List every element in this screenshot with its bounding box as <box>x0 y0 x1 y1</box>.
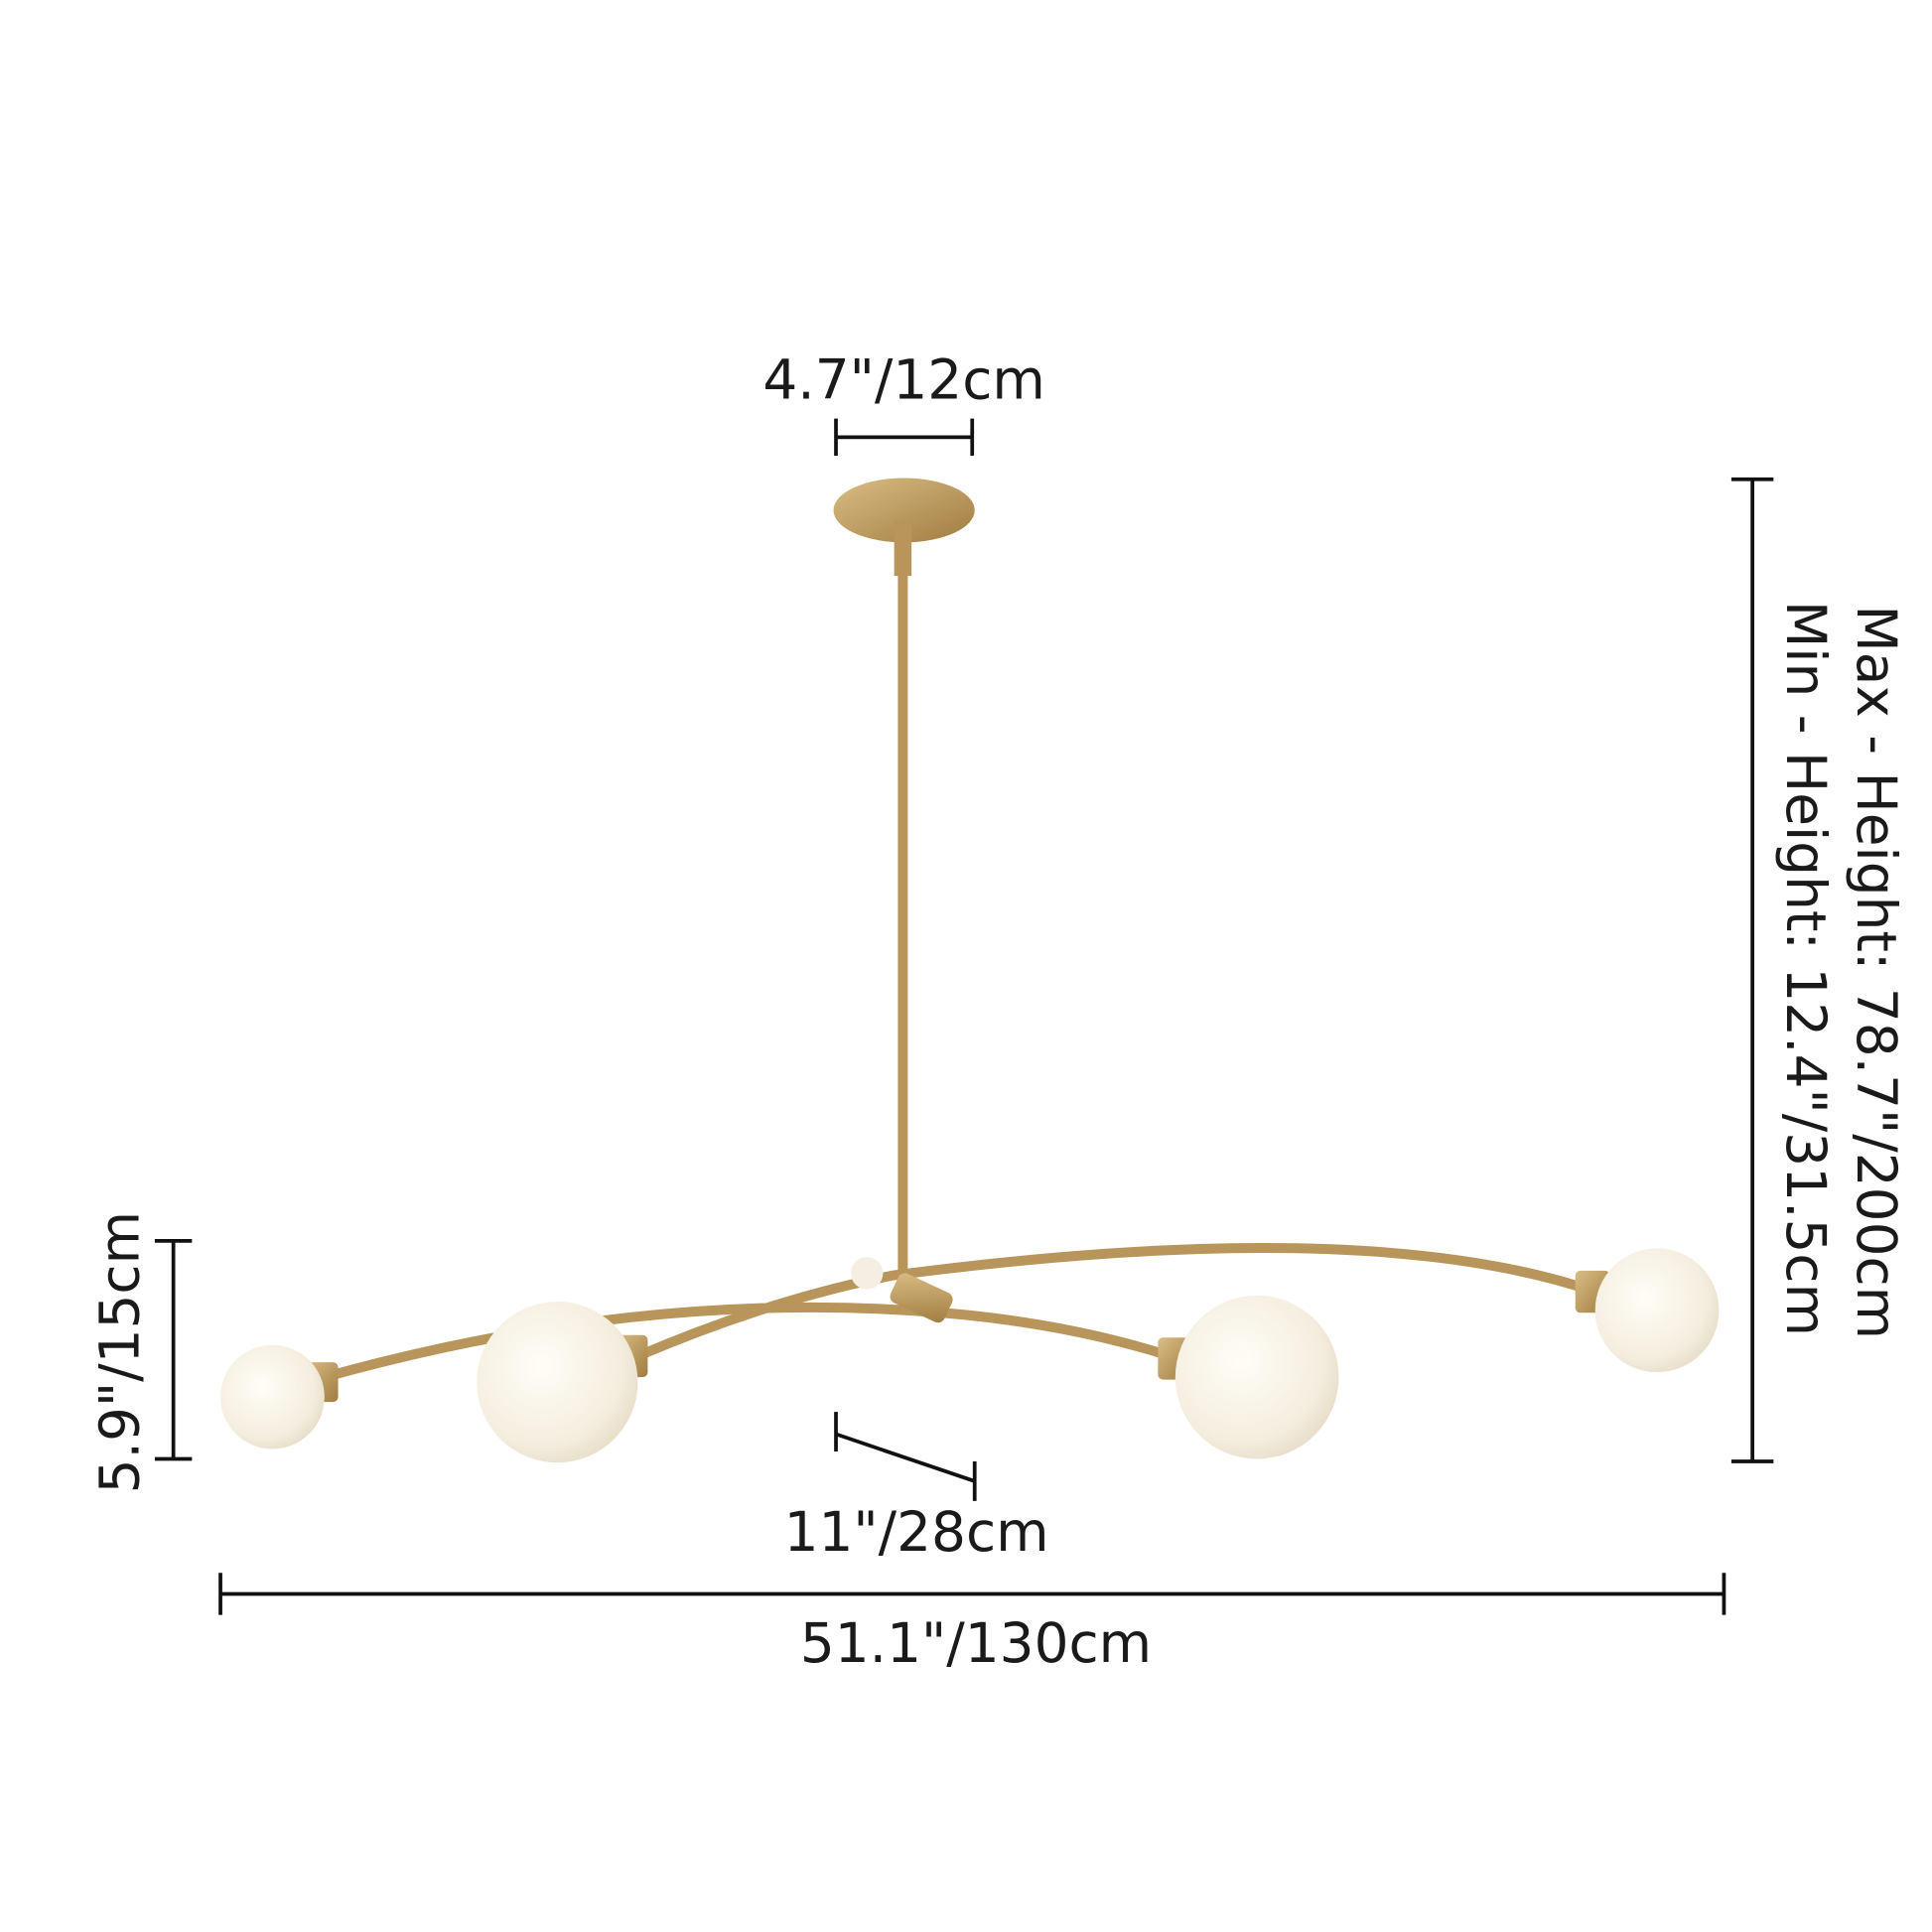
arm-spacing-label: 11"/28cm <box>784 1500 1049 1564</box>
chandelier <box>220 478 1720 1463</box>
overall-width-dimension: 51.1"/130cm <box>218 1573 1726 1675</box>
canopy-width-label: 4.7"/12cm <box>762 348 1044 412</box>
arm-lower <box>319 1302 1175 1383</box>
canopy-width-dimension: 4.7"/12cm <box>762 348 1045 457</box>
globe-height-label: 5.9"/15cm <box>88 1211 152 1493</box>
globe <box>477 1302 638 1463</box>
arm-upper <box>632 1243 1596 1361</box>
hub-cap <box>850 1257 884 1290</box>
max-height-label: Max - Height: 78.7"/200cm <box>1845 605 1908 1339</box>
min-height-label: Min - Height: 12.4"/31.5cm <box>1774 601 1838 1336</box>
globe <box>1174 1295 1339 1459</box>
arm-spacing-dimension: 11"/28cm <box>784 1412 1049 1564</box>
globe <box>1594 1248 1720 1373</box>
hub <box>890 1273 953 1323</box>
canopy-stem <box>894 519 912 577</box>
height-dimension: Max - Height: 78.7"/200cm Min - Height: … <box>1730 477 1908 1463</box>
globe <box>220 1344 325 1449</box>
globe-height-dimension: 5.9"/15cm <box>88 1211 193 1493</box>
canopy <box>833 478 975 543</box>
overall-width-label: 51.1"/130cm <box>800 1611 1152 1675</box>
